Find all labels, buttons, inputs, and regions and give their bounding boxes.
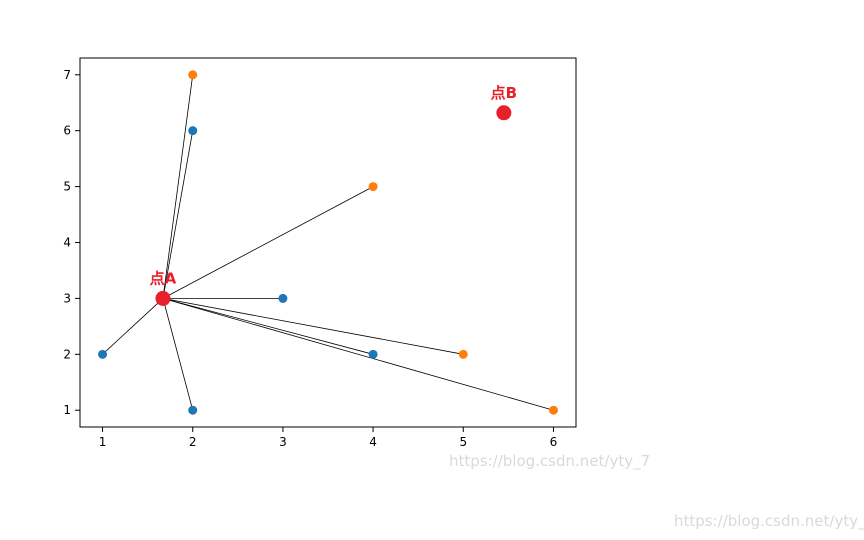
x-tick-label: 4: [369, 435, 377, 449]
axes: 1 2 3 4 5 6 1 2 3 4 5 6 7: [63, 57, 577, 449]
connection-line: [162, 298, 464, 355]
data-point: [98, 349, 108, 359]
connection-line: [162, 186, 374, 299]
x-tick-label: 5: [459, 435, 467, 449]
y-tick-label: 7: [63, 68, 71, 82]
special-points: 点A 点B: [150, 84, 517, 306]
data-point: [278, 293, 288, 303]
data-point: [368, 349, 378, 359]
data-point: [548, 405, 558, 415]
watermark-text: https://blog.csdn.net/yty_7: [674, 512, 864, 530]
y-tick-label: 1: [63, 403, 71, 417]
special-point-label: 点A: [150, 269, 177, 287]
special-point-label: 点B: [491, 84, 517, 102]
data-point: [188, 70, 198, 80]
connection-lines: [102, 74, 554, 411]
y-tick-label: 2: [63, 347, 71, 361]
watermark-text: https://blog.csdn.net/yty_7: [449, 452, 651, 470]
y-tick-label: 3: [63, 291, 71, 305]
y-tick-label: 4: [63, 236, 71, 250]
data-point: [188, 405, 198, 415]
data-points: [98, 70, 558, 415]
data-point: [368, 182, 378, 192]
special-point: [496, 105, 512, 121]
connection-line: [162, 298, 374, 355]
connection-line: [162, 74, 194, 299]
x-tick-label: 1: [99, 435, 107, 449]
y-tick-label: 5: [63, 180, 71, 194]
x-tick-label: 3: [279, 435, 287, 449]
x-tick-label: 2: [189, 435, 197, 449]
special-point: [155, 290, 171, 306]
y-tick-label: 6: [63, 124, 71, 138]
connection-line: [162, 298, 194, 411]
connection-line: [102, 298, 164, 355]
connection-line: [162, 130, 194, 299]
connection-line: [162, 298, 554, 411]
x-tick-label: 6: [550, 435, 558, 449]
data-point: [458, 349, 468, 359]
data-point: [188, 126, 198, 136]
